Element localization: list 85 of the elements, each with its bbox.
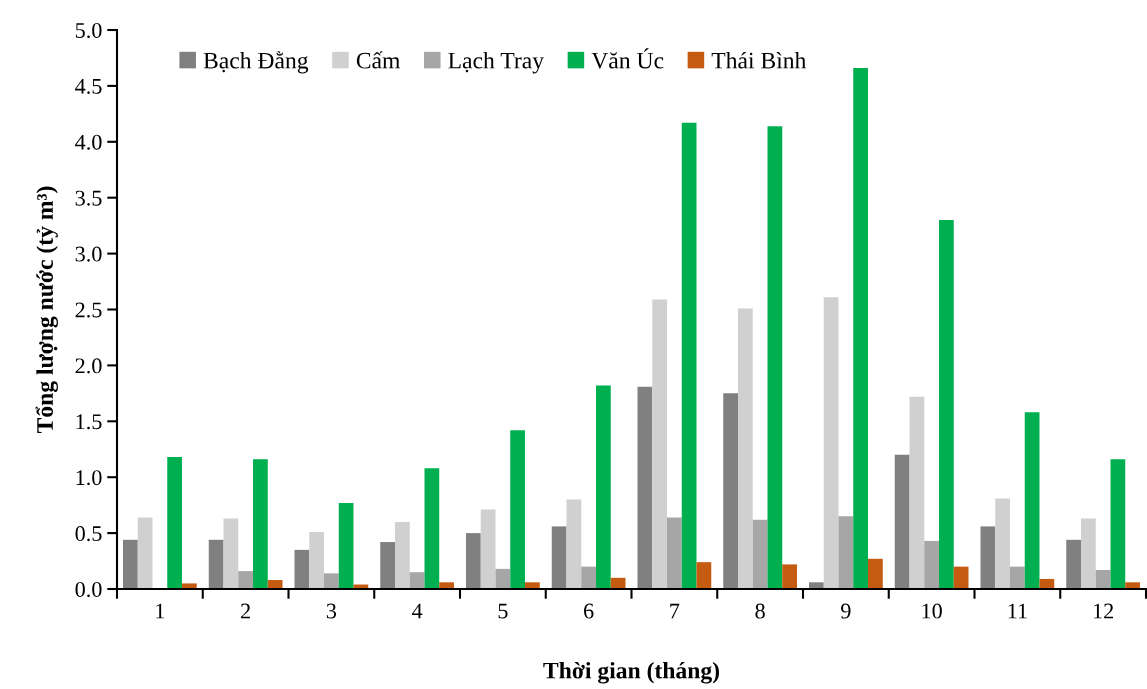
- bar: [238, 571, 253, 589]
- bar: [1066, 539, 1081, 589]
- bar: [223, 518, 239, 589]
- bar: [738, 308, 753, 589]
- bar: [380, 542, 395, 589]
- y-axis-title: Tổng lượng nước (tỷ m³): [35, 186, 58, 434]
- bar: [510, 430, 525, 589]
- bar: [995, 498, 1010, 589]
- x-tick-label: 7: [670, 603, 680, 619]
- x-tick-label: 8: [755, 603, 765, 619]
- x-tick-label: 12: [1093, 603, 1114, 619]
- bar: [838, 516, 854, 589]
- bar: [752, 519, 768, 589]
- bar: [1095, 569, 1111, 589]
- y-tick-label: 4.5: [75, 78, 102, 94]
- x-tick-label: 3: [326, 603, 337, 619]
- legend-label: Văn Úc: [591, 48, 664, 69]
- bar: [566, 499, 582, 589]
- y-tick-label: 3.5: [75, 190, 102, 206]
- bar: [338, 502, 354, 589]
- legend-label: Thái Bình: [711, 51, 807, 69]
- bar: [909, 396, 925, 589]
- x-tick-label: 5: [498, 603, 508, 619]
- y-tick-label: 1.5: [76, 414, 102, 430]
- bar: [868, 558, 883, 589]
- bar: [137, 517, 153, 589]
- bar: [309, 531, 324, 589]
- bar: [324, 573, 339, 589]
- bar: [823, 297, 839, 589]
- bar: [681, 122, 697, 589]
- bar: [1039, 578, 1055, 589]
- legend-label: Cấm: [356, 51, 401, 69]
- legend-label: Bạch Đằng: [203, 51, 309, 74]
- bar: [980, 526, 996, 589]
- bar: [525, 582, 540, 589]
- bar: [782, 564, 797, 589]
- bar: [596, 385, 611, 589]
- bar: [123, 539, 138, 589]
- legend-label: Lạch Tray: [448, 51, 544, 74]
- y-tick-label: 5.0: [75, 22, 102, 39]
- bar: [208, 539, 224, 589]
- bar: [894, 454, 910, 589]
- bar: [1010, 566, 1025, 589]
- x-tick-label: 11: [1008, 603, 1027, 619]
- y-tick-label: 3.0: [75, 246, 102, 262]
- bar: [480, 509, 496, 589]
- bar: [853, 68, 868, 589]
- bar: [294, 549, 310, 589]
- y-tick-label: 0.0: [75, 581, 102, 598]
- x-tick-label: 1: [156, 603, 165, 619]
- bar: [652, 299, 667, 589]
- bar: [924, 540, 939, 589]
- bar: [395, 521, 410, 589]
- x-tick-label: 2: [241, 603, 250, 619]
- x-tick-label: 9: [841, 603, 851, 619]
- y-tick-label: 0.5: [75, 526, 102, 542]
- x-tick-label: 10: [922, 603, 942, 619]
- y-tick-label: 4.0: [75, 134, 102, 150]
- bar: [466, 533, 481, 589]
- bar: [939, 220, 954, 589]
- bar: [1110, 459, 1126, 589]
- bar: [1081, 518, 1096, 589]
- y-tick-label: 2.5: [75, 302, 102, 318]
- bar: [1024, 412, 1040, 589]
- bar: [495, 568, 511, 589]
- bar: [167, 457, 182, 589]
- y-tick-label: 2.0: [75, 358, 102, 374]
- bar: [809, 582, 824, 589]
- bar: [637, 386, 653, 589]
- bar: [581, 566, 596, 589]
- bar: [723, 393, 738, 589]
- bar: [696, 562, 712, 589]
- x-axis-title: Thời gian (tháng): [543, 661, 720, 684]
- bar: [409, 572, 425, 589]
- bar: [551, 526, 567, 589]
- bar: [767, 126, 783, 589]
- bar: [439, 582, 454, 589]
- x-tick-label: 6: [584, 603, 594, 619]
- bar: [182, 583, 197, 589]
- bar: [424, 468, 440, 589]
- bar: [667, 517, 682, 589]
- x-tick-label: 4: [412, 603, 423, 619]
- bar: [253, 459, 268, 589]
- y-tick-label: 1.0: [76, 470, 102, 486]
- bar: [1125, 582, 1140, 589]
